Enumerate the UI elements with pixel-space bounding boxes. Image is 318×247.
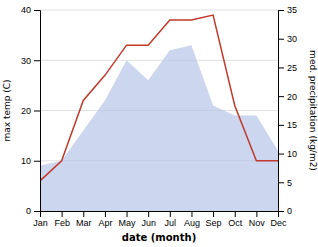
tick: 20	[278, 92, 297, 102]
tick-mark	[34, 111, 40, 112]
tick-label: Dec	[270, 218, 287, 228]
tick: 35	[278, 5, 297, 15]
tick: Jan	[33, 211, 48, 228]
tick-label: 20	[287, 92, 297, 102]
tick-label: 15	[287, 120, 297, 130]
tick-mark	[34, 161, 40, 162]
tick: 30	[21, 56, 40, 66]
tick-label: Jan	[33, 218, 48, 228]
axis-line	[34, 11, 41, 212]
tick-label: 10	[287, 149, 297, 159]
tick-mark	[213, 211, 214, 217]
tick-label: 20	[21, 106, 31, 116]
tick-mark	[34, 10, 40, 11]
tick: Dec	[270, 211, 287, 228]
tick-label: Feb	[54, 218, 70, 228]
tick-label: May	[119, 218, 137, 228]
tick: Aug	[184, 211, 200, 228]
tick-mark	[127, 211, 128, 217]
line	[40, 15, 278, 181]
grid-line	[40, 60, 278, 61]
tick-mark	[278, 154, 284, 155]
tick: 25	[278, 63, 297, 73]
tick: Jun	[141, 211, 156, 228]
tick-mark	[278, 67, 284, 68]
tick: Nov	[249, 211, 266, 228]
tick-label: Jul	[165, 218, 177, 228]
tick-label: 30	[21, 56, 31, 66]
tick-mark	[83, 211, 84, 217]
area	[40, 45, 278, 211]
tick-label: Nov	[249, 218, 266, 228]
tick-mark	[278, 10, 284, 11]
tick: Sep	[206, 211, 222, 228]
tick-mark	[278, 211, 284, 212]
tick-mark	[105, 211, 106, 217]
tick-label: 40	[21, 5, 31, 15]
y-axis-title: max temp (C)	[2, 79, 12, 141]
grid-line	[40, 10, 278, 11]
tick-label: Sep	[206, 218, 222, 228]
tick-mark	[278, 96, 284, 97]
tick-label: Mar	[76, 218, 92, 228]
tick-label: Oct	[228, 218, 243, 228]
tick-label: 30	[287, 34, 297, 44]
tick-label: 5	[287, 178, 292, 188]
tick-mark	[256, 211, 257, 217]
tick-label: 0	[26, 206, 31, 216]
tick: Feb	[54, 211, 70, 228]
tick: 0	[26, 206, 40, 216]
y2-axis-title: med. precipitation (kg/m2)	[308, 50, 318, 171]
tick: 5	[278, 178, 292, 188]
grid	[40, 10, 278, 211]
tick-mark	[278, 39, 284, 40]
tick-label: 0	[287, 206, 292, 216]
tick-label: Aug	[184, 218, 200, 228]
plot: JanFebMarAprMayJunJulAugSepOctNovDec0102…	[21, 5, 297, 228]
tick-mark	[34, 60, 40, 61]
tick-mark	[170, 211, 171, 217]
x-axis-title: date (month)	[122, 232, 196, 243]
axis-line	[41, 212, 279, 218]
tick-mark	[191, 211, 192, 217]
tick-mark	[62, 211, 63, 217]
tick: 40	[21, 5, 40, 15]
tick-mark	[148, 211, 149, 217]
marks	[40, 15, 278, 211]
tick: 15	[278, 120, 297, 130]
tick-mark	[235, 211, 236, 217]
tick: 30	[278, 34, 297, 44]
tick-label: Apr	[98, 218, 112, 228]
tick: Apr	[98, 211, 112, 228]
tick: 20	[21, 106, 40, 116]
tick: Mar	[76, 211, 92, 228]
tick: Oct	[228, 211, 243, 228]
tick: 10	[21, 156, 40, 166]
chart: JanFebMarAprMayJunJulAugSepOctNovDec0102…	[0, 0, 318, 247]
tick-mark	[34, 211, 40, 212]
tick: May	[119, 211, 137, 228]
tick-label: 35	[287, 5, 297, 15]
tick: 10	[278, 149, 297, 159]
tick: Jul	[165, 211, 177, 228]
tick-label: 10	[21, 156, 31, 166]
tick-mark	[278, 125, 284, 126]
tick-label: Jun	[141, 218, 156, 228]
tick-mark	[278, 182, 284, 183]
axis-line	[279, 11, 285, 212]
x-axis: Jan Feb Mar Apr May Jun Jul Aug Sep Oct Nov Dec	[33, 211, 287, 228]
tick: 0	[278, 206, 292, 216]
y-axis: 0 10 20 30 40	[21, 5, 41, 216]
tick-label: 25	[287, 63, 297, 73]
y2-axis: 0 5 10 15 20 25 30 35	[278, 5, 297, 216]
